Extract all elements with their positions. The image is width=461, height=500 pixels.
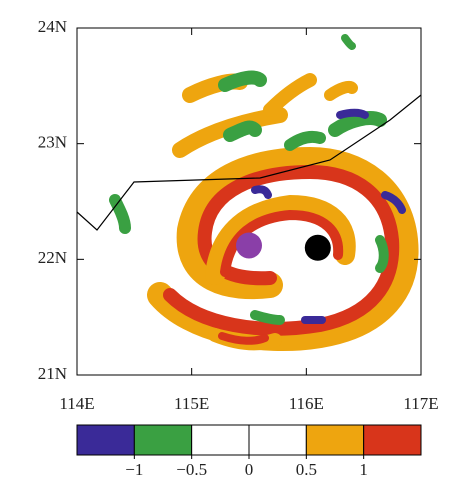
- colorbar-swatch: [305, 424, 365, 456]
- colorbar-label: 0: [245, 460, 254, 479]
- colorbar-label: −1: [125, 460, 143, 479]
- x-tick-label: 115E: [174, 394, 209, 413]
- y-tick-label: 21N: [38, 364, 67, 383]
- storm-marker: [304, 234, 331, 261]
- colorbar-swatch: [133, 424, 193, 456]
- coastline: [76, 94, 422, 231]
- x-tick-label: 116E: [289, 394, 324, 413]
- y-tick-label: 22N: [38, 248, 67, 267]
- colorbar-label: 1: [359, 460, 368, 479]
- colorbar-label: −0.5: [176, 460, 207, 479]
- colorbar-swatch: [363, 424, 422, 456]
- x-tick-label: 114E: [59, 394, 94, 413]
- x-tick-label: 117E: [403, 394, 438, 413]
- contour-field: [109, 34, 419, 352]
- plot-frame: [76, 27, 422, 376]
- colorbar-swatch: [248, 424, 307, 456]
- colorbar-label: 0.5: [296, 460, 317, 479]
- colorbar-swatch: [76, 424, 135, 456]
- y-tick-label: 24N: [38, 17, 67, 36]
- storm-marker: [236, 232, 262, 259]
- colorbar: −1 −0.5 0 0.5 1: [76, 424, 422, 479]
- colorbar-swatch: [191, 424, 250, 456]
- y-tick-label: 23N: [38, 133, 67, 152]
